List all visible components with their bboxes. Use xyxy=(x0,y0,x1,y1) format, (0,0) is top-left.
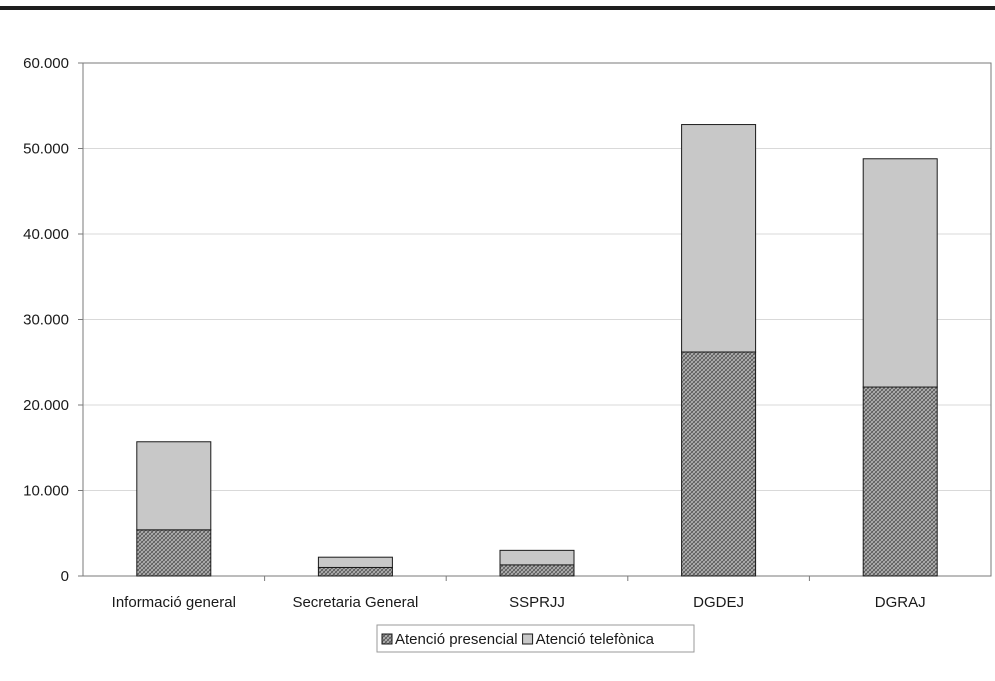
y-tick-label: 0 xyxy=(61,568,69,585)
legend-label: Atenció telefònica xyxy=(536,631,655,648)
legend-swatch xyxy=(381,633,393,645)
x-tick-label: SSPRJJ xyxy=(509,594,565,611)
bar-segment-presencial xyxy=(862,386,938,577)
legend-box xyxy=(376,624,695,653)
legend-swatch xyxy=(522,633,534,645)
bar-segment-telefonica xyxy=(499,549,575,566)
y-tick-label: 40.000 xyxy=(23,226,69,243)
legend-label: Atenció presencial xyxy=(395,631,518,648)
y-tick-label: 10.000 xyxy=(23,483,69,500)
y-tick-label: 50.000 xyxy=(23,141,69,158)
x-tick-label: Informació general xyxy=(112,594,236,611)
top-rule xyxy=(0,6,995,10)
x-tick-label: DGDEJ xyxy=(693,594,744,611)
y-tick-label: 20.000 xyxy=(23,397,69,414)
x-tick-label: DGRAJ xyxy=(875,594,926,611)
bar-segment-telefonica xyxy=(862,158,938,388)
bar-segment-presencial xyxy=(499,564,575,577)
bar-segment-telefonica xyxy=(317,556,393,568)
legend: Atenció presencial Atenció telefònica xyxy=(376,624,695,653)
bar-segment-presencial xyxy=(317,566,393,577)
y-tick-label: 60.000 xyxy=(23,55,69,72)
y-tick-label: 30.000 xyxy=(23,312,69,329)
bar-segment-telefonica xyxy=(681,124,757,353)
bar-segment-presencial xyxy=(136,529,212,577)
bar-segment-presencial xyxy=(681,351,757,577)
x-axis-ticks: Informació general Secretaria General SSPR… xyxy=(112,576,926,611)
y-axis-ticks: 0 10.000 20.000 30.000 40.000 50.000 60.000 xyxy=(23,55,83,585)
gridlines xyxy=(83,148,991,491)
bar-segment-telefonica xyxy=(136,441,212,531)
x-tick-label: Secretaria General xyxy=(292,594,418,611)
bars xyxy=(136,124,938,577)
